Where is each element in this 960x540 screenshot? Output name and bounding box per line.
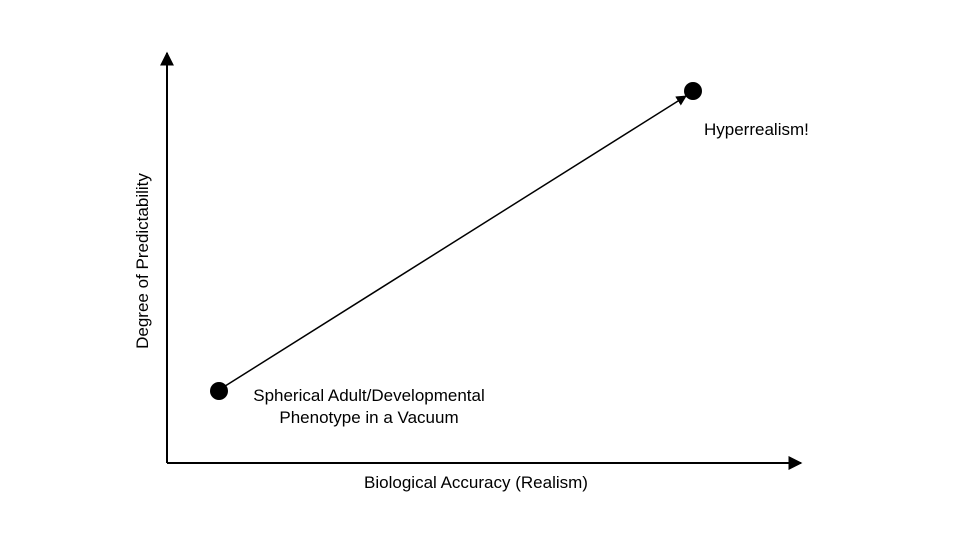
end-point-label: Hyperrealism!	[704, 120, 809, 139]
end-point	[684, 82, 702, 100]
x-axis-label: Biological Accuracy (Realism)	[364, 473, 588, 492]
start-point-label-line2: Phenotype in a Vacuum	[279, 408, 459, 427]
y-axis-label: Degree of Predictability	[133, 173, 152, 349]
start-point-label: Spherical Adult/Developmental Phenotype …	[222, 385, 516, 429]
progress-arrow	[221, 95, 687, 389]
start-point	[210, 382, 228, 400]
start-point-label-line1: Spherical Adult/Developmental	[253, 386, 485, 405]
